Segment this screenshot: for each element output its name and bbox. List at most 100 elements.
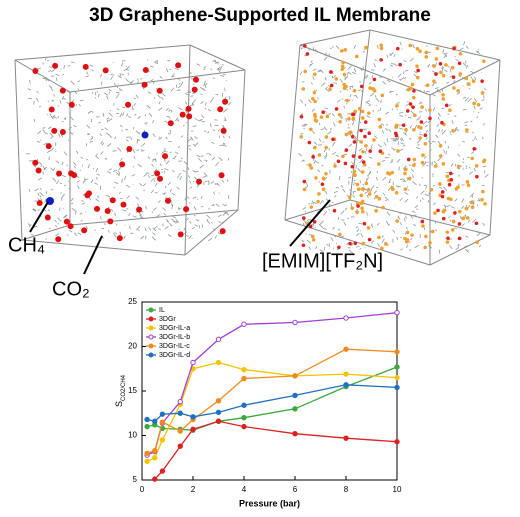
- molecule: [451, 75, 456, 80]
- data-point: [241, 366, 247, 373]
- molecule: [480, 79, 484, 83]
- series-line: [146, 348, 398, 454]
- molecule: [421, 153, 425, 157]
- series-line: [146, 361, 398, 462]
- data-point: [190, 426, 196, 432]
- molecule: [361, 209, 365, 214]
- data-point: [159, 437, 166, 443]
- molecule: [356, 187, 361, 191]
- molecule: [448, 108, 452, 113]
- cube-edge: [184, 44, 191, 256]
- molecule: [186, 113, 193, 120]
- molecule: [344, 148, 349, 152]
- molecule: [421, 224, 425, 228]
- molecule: [313, 145, 317, 150]
- data-point: [190, 414, 196, 420]
- cube-edge: [14, 59, 71, 93]
- molecule: [411, 105, 415, 109]
- data-point: [152, 476, 158, 482]
- cube-edge: [21, 239, 186, 256]
- molecule: [425, 83, 430, 87]
- molecule: [321, 187, 326, 191]
- annotation: [EMIM][TF₂N]: [262, 250, 383, 272]
- molecule: [445, 230, 450, 235]
- molecule: [449, 177, 454, 182]
- molecule: [415, 75, 420, 80]
- molecule: [362, 221, 367, 226]
- molecule: [331, 137, 335, 142]
- molecule: [438, 154, 443, 158]
- molecule: [441, 92, 445, 97]
- molecule: [348, 130, 353, 134]
- molecule: [334, 77, 339, 81]
- molecule: [364, 45, 368, 50]
- series-line: [146, 384, 398, 423]
- molecule: [167, 120, 174, 127]
- molecule: [415, 64, 419, 68]
- molecule: [359, 201, 364, 206]
- data-point: [394, 439, 400, 445]
- cube-edge: [69, 69, 246, 93]
- molecule: [406, 157, 411, 162]
- molecule: [438, 144, 443, 148]
- molecule: [379, 46, 384, 51]
- molecule: [359, 140, 364, 144]
- molecule: [329, 70, 333, 74]
- molecule: [119, 161, 126, 168]
- graphene: [26, 58, 232, 242]
- molecule: [440, 120, 444, 125]
- molecule: [430, 229, 435, 234]
- molecule: [343, 161, 348, 166]
- molecule: [32, 68, 39, 75]
- molecule: [396, 149, 400, 153]
- molecule: [338, 232, 342, 237]
- molecule: [449, 197, 453, 202]
- molecule: [346, 117, 351, 121]
- molecule: [438, 182, 442, 186]
- molecule: [356, 204, 360, 208]
- molecule: [354, 54, 359, 59]
- molecule: [441, 97, 446, 101]
- molecule: [379, 58, 383, 62]
- molecule: [403, 236, 407, 241]
- data-point: [241, 402, 247, 408]
- molecule: [126, 145, 133, 152]
- molecule: [325, 114, 330, 119]
- arrow: [29, 201, 49, 233]
- molecule: [440, 190, 445, 194]
- legend-label: 3DGr-IL-b: [159, 334, 190, 341]
- molecule: [317, 153, 322, 157]
- molecule: [480, 91, 485, 95]
- molecule: [104, 207, 111, 214]
- data-point: [159, 419, 166, 425]
- data-point: [241, 321, 247, 327]
- molecule: [377, 117, 382, 122]
- molecule: [312, 90, 317, 95]
- molecule: [316, 199, 320, 204]
- molecule: [424, 55, 429, 59]
- molecule: [412, 89, 416, 93]
- molecule: [360, 206, 364, 211]
- data-point: [241, 375, 247, 382]
- annotation: CO₂: [52, 278, 90, 300]
- molecule: [319, 115, 324, 119]
- data-point: [159, 468, 166, 474]
- data-point: [241, 415, 247, 421]
- molecule: [428, 241, 432, 245]
- molecule: [398, 62, 402, 67]
- molecule: [377, 162, 381, 166]
- molecule: [366, 226, 371, 230]
- data-point: [343, 382, 349, 388]
- molecule: [464, 206, 469, 211]
- plot: 5 10 15 20 25 0 2 4 6 8 10 Pressure (bar) SCO2/CH4 IL…: [114, 297, 402, 508]
- molecule: [410, 233, 414, 237]
- molecule: [438, 62, 443, 66]
- data-point: [394, 374, 400, 381]
- molecule: [444, 103, 449, 108]
- molecule: [309, 127, 313, 132]
- molecule: [403, 171, 407, 176]
- data-point: [343, 346, 349, 352]
- molecule: [395, 219, 399, 223]
- molecule: [466, 82, 471, 86]
- molecule: [347, 195, 352, 200]
